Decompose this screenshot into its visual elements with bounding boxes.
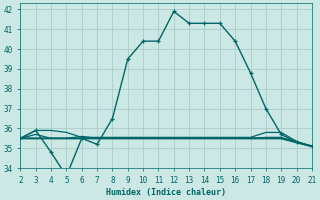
X-axis label: Humidex (Indice chaleur): Humidex (Indice chaleur) (106, 188, 226, 197)
